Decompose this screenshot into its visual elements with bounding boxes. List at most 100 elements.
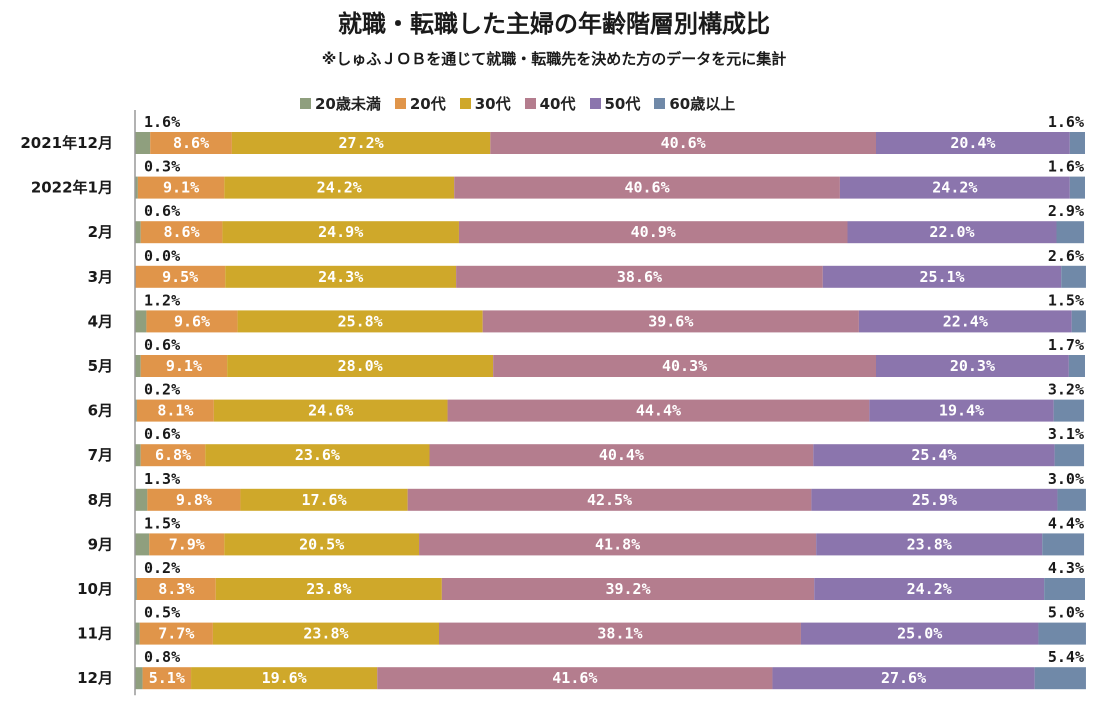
data-label: 3.0% [1048, 470, 1084, 488]
category-label: 2022年1月 [31, 179, 113, 197]
category-label: 11月 [77, 625, 113, 643]
bar-segment [146, 310, 238, 333]
data-label: 24.6% [308, 402, 353, 420]
category-label: 8月 [88, 491, 113, 509]
bar-segment [858, 310, 1072, 333]
bar-segment [135, 667, 143, 690]
data-label: 23.8% [907, 535, 952, 553]
legend-label: 50代 [604, 94, 641, 113]
bar-segment [1034, 667, 1086, 690]
legend-label: 20歳未満 [315, 94, 381, 113]
bar-segment [135, 533, 150, 556]
data-label: 3.2% [1048, 381, 1084, 399]
data-label: 9.1% [163, 179, 199, 197]
data-label: 42.5% [587, 491, 632, 509]
category-label: 10月 [77, 580, 113, 598]
bar-segment [224, 533, 420, 556]
bar-segment [227, 355, 494, 377]
bar-segment [772, 667, 1035, 690]
data-label: 27.6% [881, 669, 926, 687]
data-label: 0.8% [144, 648, 180, 666]
bar-segment [135, 265, 226, 288]
bar-segment [1056, 221, 1085, 244]
data-label: 0.2% [144, 559, 180, 577]
category-label: 12月 [77, 669, 113, 687]
legend-swatch [394, 97, 406, 109]
legend-item: 20歳未満 [300, 93, 381, 114]
bar-segment [191, 667, 378, 690]
bar-segment [213, 399, 448, 422]
data-label: 39.6% [648, 312, 693, 330]
bar-segment [237, 310, 483, 333]
bar-segment [1054, 444, 1085, 467]
data-label: 1.2% [144, 291, 180, 309]
data-label: 25.9% [912, 491, 957, 509]
legend-item: 60歳以上 [654, 93, 735, 114]
bar-segment [1069, 176, 1085, 199]
category-label: 2021年12月 [20, 134, 113, 152]
bar-segment [441, 578, 815, 600]
data-label: 2.9% [1048, 202, 1084, 220]
data-label: 25.0% [897, 625, 942, 643]
bar-segment [811, 488, 1058, 511]
data-label: 6.8% [155, 446, 191, 464]
legend: 20歳未満 20代 30代 40代 50代 60歳以上 [300, 92, 735, 114]
bar-segment [137, 176, 225, 199]
bar-segment [135, 132, 151, 154]
bar-segment [140, 444, 206, 467]
bar-segment [800, 622, 1039, 645]
data-label: 9.1% [166, 357, 202, 375]
data-label: 24.2% [907, 580, 952, 598]
bar-segment [215, 578, 442, 600]
bar-segment [240, 488, 408, 511]
bar-segment [135, 622, 140, 645]
bar-segment [1044, 578, 1085, 600]
data-label: 0.5% [144, 604, 180, 622]
legend-swatch [589, 97, 601, 109]
bar-segment [1038, 622, 1086, 645]
bar-segment [377, 667, 773, 690]
data-label: 38.1% [597, 625, 642, 643]
bar-segment [839, 176, 1070, 199]
bar-segment [816, 533, 1043, 556]
bar-segment [1069, 132, 1085, 154]
category-label: 5月 [88, 357, 113, 375]
data-label: 40.3% [662, 357, 707, 375]
data-label: 28.0% [338, 357, 383, 375]
data-label: 1.5% [1048, 291, 1084, 309]
bar-segment [1068, 355, 1085, 377]
data-label: 40.9% [631, 223, 676, 241]
bar-segment [205, 444, 430, 467]
data-label: 25.4% [911, 446, 956, 464]
category-label: 9月 [88, 535, 113, 553]
data-label: 23.8% [306, 580, 351, 598]
data-label: 8.3% [158, 580, 194, 598]
data-label: 0.6% [144, 425, 180, 443]
data-label: 41.8% [595, 535, 640, 553]
bar-segment [135, 444, 141, 467]
data-label: 9.8% [176, 491, 212, 509]
data-label: 4.3% [1048, 559, 1084, 577]
legend-label: 30代 [474, 94, 511, 113]
bar-segment [135, 488, 148, 511]
data-label: 4.4% [1048, 514, 1084, 532]
chart-title: 就職・転職した主婦の年齢階層別構成比 [338, 10, 770, 38]
bar-segment [135, 355, 141, 377]
data-label: 7.7% [158, 625, 194, 643]
data-label: 9.6% [174, 312, 210, 330]
data-label: 44.4% [636, 402, 681, 420]
bar-segment [407, 488, 812, 511]
bar-segment [419, 533, 817, 556]
data-label: 3.1% [1048, 425, 1084, 443]
data-label: 1.3% [144, 470, 180, 488]
bar-segment [876, 355, 1069, 377]
bar-segment [149, 533, 225, 556]
bar-segment [456, 265, 823, 288]
bar-segment [135, 310, 147, 333]
data-label: 0.2% [144, 381, 180, 399]
legend-swatch [300, 97, 311, 109]
data-label: 8.1% [157, 402, 193, 420]
bar-segment [222, 221, 459, 244]
data-label: 8.6% [163, 223, 199, 241]
bar-segment [813, 444, 1055, 467]
